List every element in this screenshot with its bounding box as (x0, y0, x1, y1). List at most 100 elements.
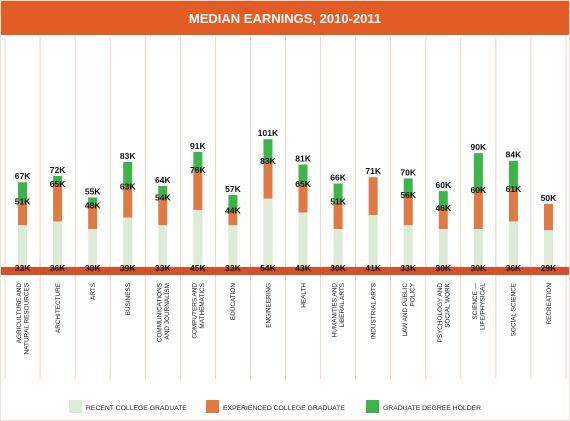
bar-recent (543, 230, 553, 267)
value-label-recent: 30K (330, 263, 346, 273)
bar-experienced (298, 184, 308, 213)
bar-experienced (228, 211, 238, 226)
value-label-experienced: 83K (260, 156, 276, 166)
category-label: MATHEMATICS (199, 283, 206, 329)
legend-swatch (69, 400, 82, 413)
bar-experienced (123, 187, 133, 218)
bar-experienced (403, 196, 413, 226)
category-label: AND JOURNALISM (164, 283, 171, 339)
value-label-experienced: 65K (295, 179, 311, 189)
bar-graduate-degree (123, 162, 133, 188)
bar-graduate-degree (18, 182, 28, 203)
bar-experienced (88, 206, 98, 230)
bar-experienced (543, 203, 553, 231)
value-label-recent: 33K (15, 263, 31, 273)
value-label-graduate: 64K (155, 175, 171, 185)
value-label-graduate: 101K (258, 128, 279, 138)
value-label-recent: 39K (120, 263, 136, 273)
category-label: LAW AND PUBLIC (402, 283, 409, 337)
bar-experienced (438, 208, 448, 230)
baseline-group (1, 267, 569, 275)
title-banner (1, 1, 569, 35)
bar-graduate-degree (473, 153, 483, 192)
category-label: BUSINESS (125, 283, 132, 315)
value-label-recent: 33K (400, 263, 416, 273)
value-label-recent: 36K (50, 263, 66, 273)
bar-graduate-degree (298, 164, 308, 185)
bar-recent (53, 221, 63, 267)
bar-recent (368, 215, 378, 267)
bar-recent (158, 225, 168, 267)
bars-group (18, 139, 553, 267)
bar-experienced (473, 191, 483, 230)
value-label-recent: 36K (506, 263, 522, 273)
value-label-experienced: 46K (435, 203, 451, 213)
bar-experienced (508, 189, 518, 222)
bar-experienced (263, 162, 273, 199)
bar-experienced (333, 202, 343, 230)
value-label-graduate: 70K (400, 167, 416, 177)
value-label-graduate: 84K (506, 150, 522, 160)
category-label: EDUCATION (230, 283, 237, 321)
value-label-experienced: 63K (120, 181, 136, 191)
value-label-recent: 45K (190, 263, 206, 273)
value-label-experienced: 48K (85, 200, 101, 210)
category-label: SOCIAL WORK (444, 282, 451, 328)
value-label-recent: 33K (155, 263, 171, 273)
value-label-graduate: 66K (330, 173, 346, 183)
category-label: NATURAL RESOURCES (24, 283, 31, 354)
value-label-recent: 30K (471, 263, 487, 273)
value-label-experienced: 61K (506, 184, 522, 194)
category-label: HUMANITIES AND (332, 283, 339, 338)
value-label-experienced: 76K (190, 165, 206, 175)
value-label-recent: 54K (260, 263, 276, 273)
bar-recent (193, 210, 203, 267)
value-label-experienced: 60K (471, 185, 487, 195)
legend-label: EXPERIENCED COLLEGE GRADUATE (223, 405, 345, 412)
value-label-recent: 30K (85, 263, 101, 273)
value-label-experienced: 51K (330, 196, 346, 206)
bar-graduate-degree (508, 160, 518, 190)
value-label-graduate: 60K (435, 180, 451, 190)
category-label: PSYCHOLOGY AND (437, 283, 444, 343)
bar-recent (473, 229, 483, 267)
category-label: COMPUTERS AND (191, 283, 198, 339)
legend-label: RECENT COLLEGE GRADUATE (86, 405, 187, 412)
value-label-recent: 43K (295, 263, 311, 273)
value-label-graduate: 67K (15, 171, 31, 181)
bar-graduate-degree (263, 139, 273, 163)
bar-recent (228, 225, 238, 267)
bar-experienced (18, 202, 28, 226)
category-label: HEALTH (300, 283, 307, 308)
legend-label: GRADUATE DEGREE HOLDER (383, 405, 481, 412)
category-label: SCIENCE — (472, 282, 479, 319)
bar-graduate-degree (53, 175, 63, 185)
bar-graduate-degree (333, 183, 343, 203)
category-label: LIFE/PHYSICAL (479, 283, 486, 330)
legend-swatch (366, 400, 379, 413)
bar-graduate-degree (193, 151, 203, 171)
bar-recent (298, 212, 308, 267)
bar-recent (438, 229, 448, 267)
category-label: POLICY (409, 282, 416, 306)
value-label-experienced: 44K (225, 205, 241, 215)
bar-graduate-degree (88, 197, 98, 207)
category-label: COMMUNICATIONS (156, 283, 163, 342)
value-label-experienced: 65K (50, 179, 66, 189)
category-label: RECREATION (546, 283, 553, 325)
bar-recent (88, 229, 98, 267)
category-label: ARTS (90, 283, 97, 300)
category-labels: AGRICULTURE AND NATURAL RESOURCES ARCHITEC… (16, 282, 553, 354)
value-label-experienced: 56K (400, 190, 416, 200)
value-label-graduate: 72K (50, 165, 66, 175)
bar-graduate-degree (438, 191, 448, 209)
value-label-graduate: 83K (120, 151, 136, 161)
bar-experienced (53, 184, 63, 222)
value-label-graduate: 57K (225, 184, 241, 194)
value-label-experienced: 50K (541, 193, 557, 203)
bar-graduate-degree (158, 186, 168, 199)
value-label-recent: 30K (435, 263, 451, 273)
value-label-recent: 29K (541, 263, 557, 273)
category-label: AGRICULTURE AND (16, 283, 23, 344)
column-dividers (4, 37, 567, 379)
